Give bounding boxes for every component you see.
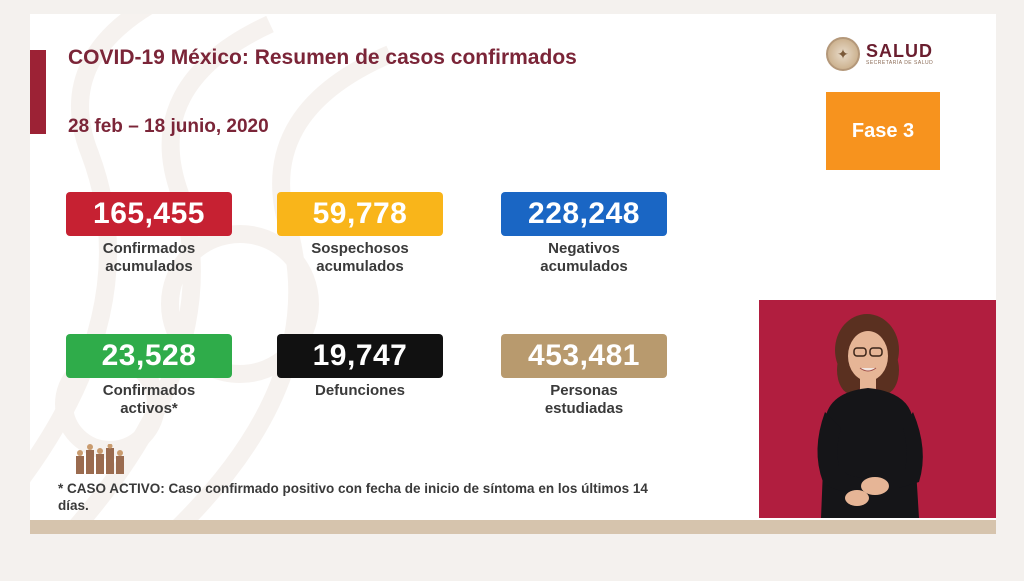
slide: COVID-19 México: Resumen de casos confir… <box>30 14 996 524</box>
stat-label: Defunciones <box>314 382 405 399</box>
stat-sospechosos-acumulados: 59,778 Sospechosos acumulados <box>277 192 443 276</box>
salud-logo: ✦ SALUD SECRETARÍA DE SALUD <box>826 34 946 74</box>
stat-value: 23,528 <box>66 334 232 378</box>
bottom-bar <box>30 520 996 534</box>
logo-name: SALUD <box>866 41 933 61</box>
eagle-seal-icon: ✦ <box>826 37 860 71</box>
stat-confirmados-acumulados: 165,455 Confirmados acumulados <box>66 192 232 276</box>
people-illustration-icon <box>76 444 124 474</box>
stat-personas-estudiadas: 453,481 Personas estudiadas <box>501 334 667 418</box>
interpreter-figure-icon <box>817 314 923 518</box>
stat-label: Confirmados acumulados <box>102 240 196 275</box>
stat-label: Confirmados activos* <box>102 382 196 417</box>
stat-value: 165,455 <box>66 192 232 236</box>
active-case-footnote: * CASO ACTIVO: Caso confirmado positivo … <box>58 481 648 513</box>
stat-confirmados-activos: 23,528 Confirmados activos* <box>66 334 232 418</box>
title-accent-bar <box>30 50 46 134</box>
stat-label: Personas estudiadas <box>544 382 624 417</box>
phase-badge: Fase 3 <box>826 92 940 170</box>
stat-value: 59,778 <box>277 192 443 236</box>
stat-negativos-acumulados: 228,248 Negativos acumulados <box>501 192 667 276</box>
date-range: 28 feb – 18 junio, 2020 <box>68 116 269 137</box>
logo-tagline: SECRETARÍA DE SALUD <box>866 60 934 66</box>
stat-defunciones: 19,747 Defunciones <box>277 334 443 400</box>
stat-value: 19,747 <box>277 334 443 378</box>
stat-value: 453,481 <box>501 334 667 378</box>
stat-label: Sospechosos acumulados <box>311 240 409 275</box>
stat-value: 228,248 <box>501 192 667 236</box>
sign-language-interpreter-video <box>759 300 996 518</box>
slide-title: COVID-19 México: Resumen de casos confir… <box>68 46 577 69</box>
stat-label: Negativos acumulados <box>540 240 628 275</box>
